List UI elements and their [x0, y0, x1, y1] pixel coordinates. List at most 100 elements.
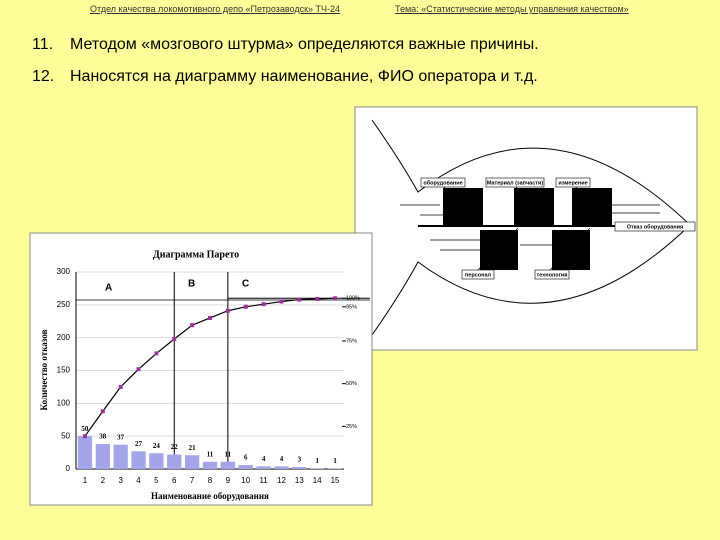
bar — [256, 466, 271, 469]
bar — [131, 451, 146, 469]
diagram-label: Отказ оборудования — [627, 223, 684, 230]
x-tick-label: 12 — [277, 476, 286, 485]
label-box — [461, 269, 495, 280]
line-marker — [279, 299, 284, 304]
zone-label: A — [105, 283, 112, 294]
bar — [310, 468, 325, 469]
bar — [95, 444, 110, 469]
value-label: 3 — [298, 456, 302, 464]
value-label: 1 — [333, 457, 337, 465]
value-label: 50 — [81, 425, 89, 433]
bar — [220, 461, 236, 469]
diagram-label: персонал — [465, 272, 492, 278]
line-marker — [118, 384, 123, 389]
x-tick-label: 7 — [190, 476, 195, 485]
value-label: 22 — [171, 443, 179, 451]
department: Отдел качества локомотивного депо «Петро… — [90, 4, 341, 14]
y-tick-label: 0 — [66, 464, 71, 473]
value-label: 4 — [280, 455, 284, 463]
label-box — [555, 177, 591, 188]
x-tick-label: 9 — [226, 476, 231, 485]
x-tick-label: 4 — [136, 476, 141, 485]
line-marker — [172, 336, 177, 341]
chart-title: Диаграмма Парето — [153, 249, 239, 260]
y2-tick-label: 75% — [346, 338, 357, 344]
list-item: 12. Наносятся на диаграмму наименование, … — [32, 68, 538, 86]
x-tick-label: 13 — [295, 476, 304, 485]
value-label: 11 — [225, 450, 232, 458]
value-label: 4 — [262, 455, 266, 463]
value-label: 38 — [99, 433, 107, 441]
y-tick-label: 200 — [57, 333, 71, 342]
line-marker — [333, 296, 338, 301]
bar — [238, 465, 253, 469]
value-label: 27 — [135, 440, 143, 448]
x-tick-label: 15 — [331, 476, 340, 485]
item-number: 11. — [32, 36, 54, 53]
bar — [292, 467, 307, 469]
zone-label: C — [242, 279, 249, 290]
bone-block — [572, 188, 612, 226]
label-box — [614, 221, 696, 232]
x-tick-label: 10 — [241, 476, 250, 485]
line-marker — [315, 296, 320, 301]
line-marker — [136, 367, 141, 372]
line-marker — [154, 351, 159, 356]
diagram-label: технология — [537, 272, 568, 278]
bar — [77, 436, 93, 469]
x-tick-label: 5 — [154, 476, 159, 485]
bar — [274, 466, 289, 469]
line-marker — [208, 315, 212, 320]
x-tick-label: 14 — [313, 476, 322, 485]
topic: Тема: «Статистические методы управления … — [395, 4, 629, 14]
y2-tick-label: 25% — [346, 424, 357, 430]
bar — [167, 454, 182, 469]
value-label: 1 — [315, 457, 319, 465]
zone-label: B — [188, 279, 195, 290]
list-item: 11. Методом «мозгового штурма» определяют… — [32, 36, 539, 54]
x-tick-label: 11 — [259, 476, 268, 485]
line-marker — [100, 409, 105, 414]
label-box — [420, 177, 466, 188]
value-label: 21 — [189, 444, 197, 452]
diagram-label: оборудование — [423, 179, 462, 186]
line-marker — [261, 302, 266, 307]
bar — [149, 453, 164, 469]
y2-tick-label: 50% — [346, 381, 357, 387]
bar — [202, 461, 218, 469]
line-marker — [243, 304, 248, 309]
y-tick-label: 50 — [61, 431, 70, 440]
label-box — [485, 177, 545, 188]
y2-tick-label: 100% — [346, 296, 360, 302]
bones — [400, 182, 660, 271]
diagram-label: измерение — [558, 180, 587, 186]
y-tick-label: 100 — [57, 398, 71, 407]
line-marker — [190, 323, 195, 328]
label-box — [534, 269, 570, 280]
y-tick-label: 250 — [57, 300, 71, 309]
item-text: Методом «мозгового штурма» определяются … — [70, 36, 539, 53]
bar — [327, 468, 343, 469]
y-axis-title: Количество отказов — [39, 329, 49, 410]
fishbone: оборудование Материал (запчасти) измерение… — [354, 106, 698, 351]
bone-block — [552, 230, 590, 270]
line-marker — [82, 434, 87, 439]
item-number: 12. — [32, 68, 55, 85]
value-label: 6 — [244, 454, 248, 462]
y-tick-label: 150 — [57, 366, 71, 375]
value-label: 24 — [153, 442, 161, 450]
x-tick-label: 8 — [208, 476, 213, 485]
x-tick-label: 2 — [101, 476, 106, 485]
diagram-label: Материал (запчасти) — [487, 180, 544, 186]
x-tick-label: 3 — [118, 476, 123, 485]
value-label: 11 — [207, 450, 214, 458]
pareto-chart: Диаграмма Парето Наименование оборудован… — [29, 232, 373, 506]
line-marker — [225, 308, 230, 313]
item-text: Наносятся на диаграмму наименование, ФИО… — [70, 68, 538, 85]
y-tick-label: 300 — [57, 267, 71, 276]
line-marker — [297, 297, 302, 302]
y2-tick-label: 95% — [346, 304, 357, 310]
x-axis-title: Наименование оборудования — [151, 491, 269, 501]
